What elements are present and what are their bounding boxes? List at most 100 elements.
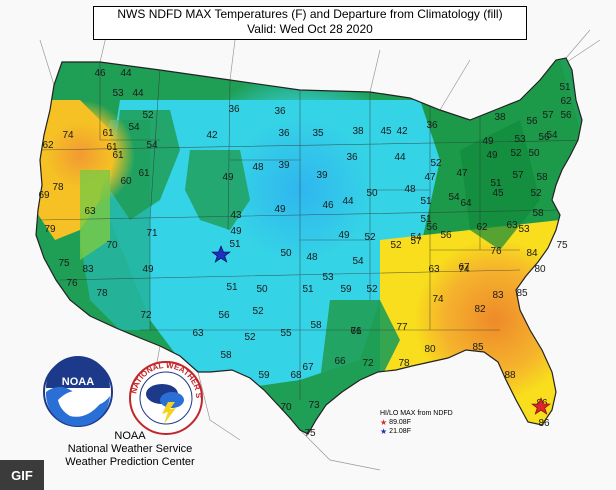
temperature-label: 71 bbox=[350, 326, 362, 337]
temperature-label: 49 bbox=[142, 264, 154, 275]
map-title-box: NWS NDFD MAX Temperatures (F) and Depart… bbox=[93, 6, 527, 40]
temperature-label: 53 bbox=[112, 88, 124, 99]
temperature-label: 51 bbox=[420, 214, 432, 225]
temperature-label: 59 bbox=[340, 284, 352, 295]
temperature-label: 58 bbox=[220, 350, 232, 361]
temperature-label: 44 bbox=[132, 88, 144, 99]
temperature-label: 52 bbox=[430, 158, 442, 169]
temperature-label: 51 bbox=[302, 284, 314, 295]
temperature-label: 75 bbox=[58, 258, 70, 269]
temperature-label: 47 bbox=[456, 168, 468, 179]
temperature-label: 57 bbox=[542, 110, 554, 121]
temperature-label: 36 bbox=[228, 104, 240, 115]
temperature-label: 36 bbox=[274, 106, 286, 117]
noaa-logo: NOAA bbox=[43, 356, 113, 427]
temperature-label: 63 bbox=[192, 328, 204, 339]
temperature-label: 79 bbox=[44, 224, 56, 235]
temperature-label: 54 bbox=[546, 130, 558, 141]
temperature-label: 67 bbox=[458, 262, 470, 273]
temperature-label: 84 bbox=[526, 248, 538, 259]
temperature-label: 70 bbox=[106, 240, 118, 251]
temperature-label: 57 bbox=[512, 170, 524, 181]
state-borders bbox=[39, 60, 582, 400]
temperature-label: 48 bbox=[404, 184, 416, 195]
legend-high-row: ★ 89.08F bbox=[380, 418, 453, 427]
temperature-label: 63 bbox=[428, 264, 440, 275]
temperature-label: 42 bbox=[396, 126, 408, 137]
legend-high-value: 89.08F bbox=[389, 419, 411, 426]
temperature-label: 49 bbox=[230, 226, 242, 237]
temperature-label: 44 bbox=[394, 152, 406, 163]
temperature-label: 63 bbox=[506, 220, 518, 231]
temperature-label: 36 bbox=[278, 128, 290, 139]
temperature-label: 60 bbox=[120, 176, 132, 187]
temperature-label: 39 bbox=[278, 160, 290, 171]
temperature-label: 51 bbox=[559, 82, 571, 93]
temperature-label: 78 bbox=[398, 358, 410, 369]
temperature-label: 72 bbox=[140, 310, 152, 321]
legend-low-row: ★ 21.08F bbox=[380, 427, 453, 436]
temperature-label: 62 bbox=[42, 140, 54, 151]
noaa-logo-text: NOAA bbox=[62, 376, 94, 388]
temperature-label: 50 bbox=[366, 188, 378, 199]
temperature-label: 56 bbox=[538, 132, 550, 143]
map-valid-date: Valid: Wed Oct 28 2020 bbox=[247, 22, 373, 36]
temperature-label: 43 bbox=[230, 210, 242, 221]
temperature-label: 54 bbox=[352, 256, 364, 267]
temperature-label: 71 bbox=[146, 228, 158, 239]
temperature-label: 50 bbox=[528, 148, 540, 159]
temperature-label: 48 bbox=[306, 252, 318, 263]
temperature-label: 80 bbox=[534, 264, 546, 275]
temperature-label: 54 bbox=[128, 122, 140, 133]
credit-block: NOAA National Weather Service Weather Pr… bbox=[40, 430, 220, 469]
temperature-label: 76 bbox=[490, 246, 502, 257]
temperature-label: 83 bbox=[82, 264, 94, 275]
temperature-label: 36 bbox=[426, 120, 438, 131]
temperature-label: 70 bbox=[280, 402, 292, 413]
temperature-label: 51 bbox=[226, 282, 238, 293]
temperature-label: 52 bbox=[142, 110, 154, 121]
temperature-label: 74 bbox=[62, 130, 74, 141]
temperature-label: 61 bbox=[106, 142, 118, 153]
map-title: NWS NDFD MAX Temperatures (F) and Depart… bbox=[117, 7, 503, 21]
gif-badge: GIF bbox=[0, 460, 44, 490]
temperature-label: 53 bbox=[518, 224, 530, 235]
temperature-label: 45 bbox=[380, 126, 392, 137]
legend-low-value: 21.08F bbox=[389, 428, 411, 435]
temperature-label: 88 bbox=[504, 370, 516, 381]
hi-max-star bbox=[531, 397, 551, 415]
temperature-labels: 46 44445254617462615453616061786963797583… bbox=[38, 68, 572, 439]
temperature-label: 52 bbox=[390, 240, 402, 251]
temperature-label: 59 bbox=[258, 370, 270, 381]
temperature-label: 52 bbox=[510, 148, 522, 159]
temperature-label: 61 bbox=[112, 150, 124, 161]
credit-line1: National Weather Service bbox=[67, 443, 193, 455]
temperature-label: 51 bbox=[490, 178, 502, 189]
temperature-label: 52 bbox=[530, 188, 542, 199]
temperature-label: 72 bbox=[362, 358, 374, 369]
temperature-label: 39 bbox=[316, 170, 328, 181]
temperature-label: 56 bbox=[560, 110, 572, 121]
temperature-label: 49 bbox=[486, 150, 498, 161]
temperature-label: 77 bbox=[396, 322, 408, 333]
temperature-label: 38 bbox=[352, 126, 364, 137]
credit-line2: Weather Prediction Center bbox=[65, 456, 195, 468]
temperature-label: 49 bbox=[222, 172, 234, 183]
temperature-label: 58 bbox=[536, 172, 548, 183]
temperature-label: 44 bbox=[342, 196, 354, 207]
temperature-label: 36 bbox=[346, 152, 358, 163]
temperature-label: 69 bbox=[38, 190, 50, 201]
temperature-label: 66 bbox=[334, 356, 346, 367]
temperature-label: 56 bbox=[426, 222, 438, 233]
temperature-label: 54 bbox=[146, 140, 158, 151]
temperature-label: 50 bbox=[256, 284, 268, 295]
temperature-label: 83 bbox=[492, 290, 504, 301]
temperature-label: 78 bbox=[96, 288, 108, 299]
temperature-label: 51 bbox=[420, 196, 432, 207]
temperature-label: 85 bbox=[516, 288, 528, 299]
credit-org: NOAA bbox=[114, 430, 146, 442]
temperature-label: 49 bbox=[482, 136, 494, 147]
temperature-label: 55 bbox=[280, 328, 292, 339]
